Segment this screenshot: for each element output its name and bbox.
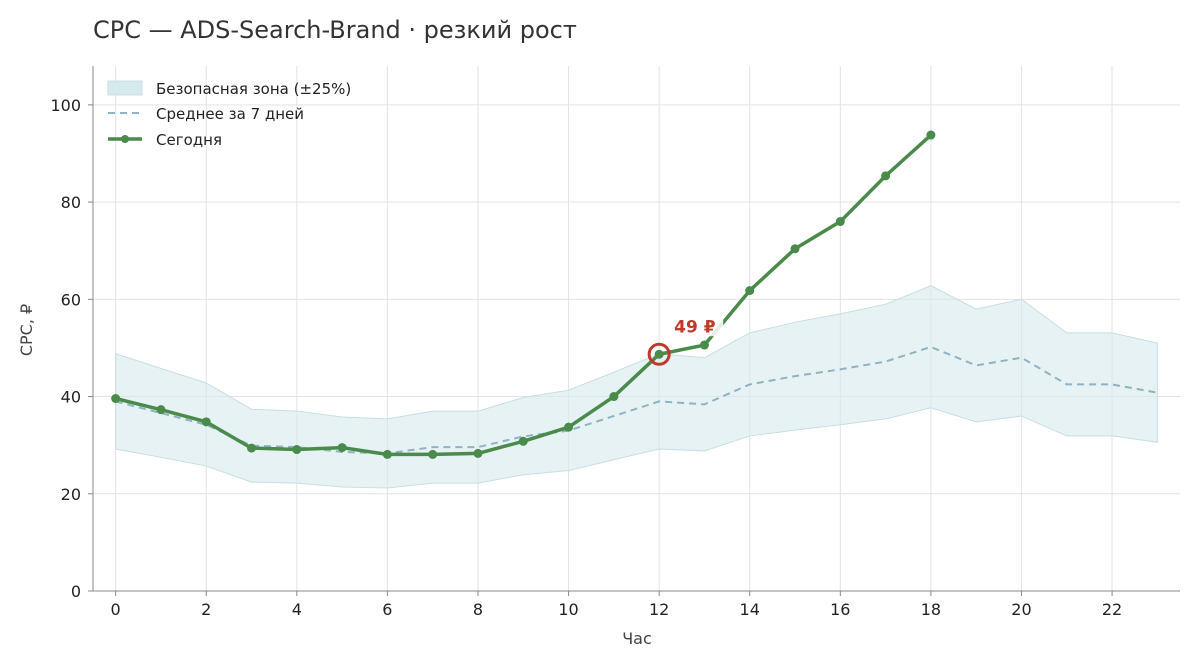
today-point-13 [699, 340, 709, 350]
x-tick-label-8: 8 [473, 600, 483, 619]
x-tick-label-20: 20 [1011, 600, 1031, 619]
y-tick-label-60: 60 [61, 290, 81, 309]
chart-title: CPC — ADS-Search-Brand · резкий рост [93, 16, 577, 44]
legend-label-today: Сегодня [156, 131, 222, 149]
x-tick-label-16: 16 [830, 600, 850, 619]
today-point-17 [881, 171, 891, 181]
today-point-10 [564, 422, 574, 432]
y-tick-label-80: 80 [61, 193, 81, 212]
x-tick-label-18: 18 [921, 600, 941, 619]
axes [92, 66, 1180, 592]
y-axis-label: CPC, ₽ [17, 304, 36, 356]
today-point-6 [382, 449, 392, 459]
today-point-16 [835, 217, 845, 227]
y-tick-label-100: 100 [50, 96, 81, 115]
x-tick-label-6: 6 [382, 600, 392, 619]
today-point-4 [292, 445, 302, 455]
today-point-3 [247, 443, 257, 453]
today-point-18 [926, 130, 936, 140]
today-point-7 [428, 449, 438, 459]
safe-zone-area [115, 285, 1158, 489]
today-point-2 [201, 417, 211, 427]
today-point-11 [609, 392, 619, 402]
today-point-1 [156, 405, 166, 415]
today-line [111, 130, 936, 459]
x-tick-label-14: 14 [740, 600, 760, 619]
legend-label-average: Среднее за 7 дней [156, 105, 304, 123]
annotation-ring [647, 342, 671, 366]
safe-zone-band [115, 285, 1158, 489]
legend-label-band: Безопасная зона (±25%) [156, 80, 351, 98]
today-point-5 [337, 443, 347, 453]
x-axis-label: Час [622, 629, 652, 648]
y-tick-label-20: 20 [61, 485, 81, 504]
x-tick-label-2: 2 [201, 600, 211, 619]
annotation-label: 49 ₽ [674, 317, 716, 337]
today-point-9 [518, 436, 528, 446]
average-line [115, 345, 1158, 455]
y-tick-labels: 0 20 40 60 80 100 [50, 96, 93, 601]
legend: Безопасная зона (±25%) Среднее за 7 дней… [107, 80, 351, 149]
x-tick-label-12: 12 [649, 600, 669, 619]
average-polyline [115, 345, 1158, 455]
annotation: 49 ₽ [647, 312, 724, 366]
legend-marker-today [121, 135, 129, 143]
today-point-0 [111, 394, 121, 403]
today-point-15 [790, 244, 800, 254]
annotation-label-bg [671, 312, 724, 337]
x-tick-labels: 0 2 4 6 8 10 12 14 16 18 20 22 [111, 591, 1122, 619]
x-tick-label-0: 0 [111, 600, 121, 619]
today-point-14 [745, 286, 755, 296]
y-tick-label-0: 0 [71, 582, 81, 601]
today-point-12 [654, 349, 664, 359]
x-tick-label-22: 22 [1102, 600, 1122, 619]
x-tick-label-10: 10 [558, 600, 578, 619]
y-tick-label-40: 40 [61, 388, 81, 407]
x-tick-label-4: 4 [292, 600, 302, 619]
legend-swatch-band [107, 80, 143, 96]
today-point-8 [473, 448, 483, 458]
